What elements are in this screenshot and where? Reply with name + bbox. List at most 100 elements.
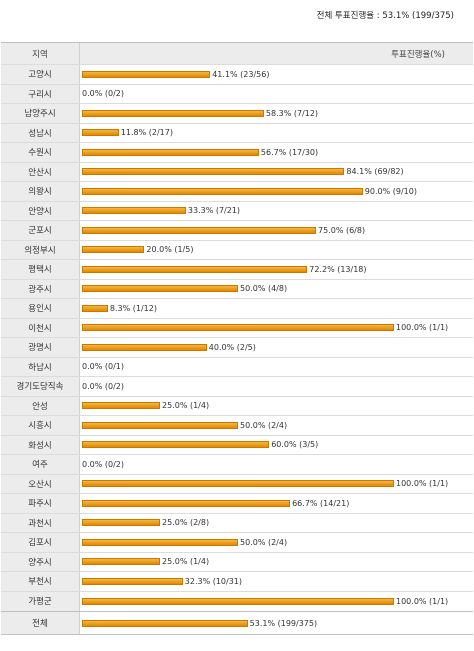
rate-bar (82, 246, 145, 254)
rate-cell: 58.3% (7/12) (80, 104, 473, 123)
rate-bar (82, 109, 264, 117)
table-row: 안산시 84.1% (69/82) (1, 162, 473, 182)
rate-cell: 100.0% (1/1) (80, 592, 473, 612)
region-name: 하남시 (1, 357, 80, 376)
table-row: 광주시 50.0% (4/8) (1, 279, 473, 299)
rate-cell: 0.0% (0/2) (80, 85, 473, 104)
rate-value: 72.2% (13/18) (309, 264, 367, 274)
table-row: 수원시 56.7% (17/30) (1, 143, 473, 163)
rate-bar (82, 597, 394, 605)
region-name: 용인시 (1, 299, 80, 318)
region-name: 성남시 (1, 123, 80, 142)
table-row: 의왕시 90.0% (9/10) (1, 182, 473, 202)
rate-value: 33.3% (7/21) (187, 206, 241, 216)
overall-progress-summary: 전체 투표진행율 : 53.1% (199/375) (316, 11, 454, 21)
rate-cell: 25.0% (2/8) (80, 514, 473, 533)
total-value: 53.1% (199/375) (249, 618, 318, 628)
rate-bar (82, 70, 211, 78)
rate-value: 0.0% (0/2) (82, 459, 124, 469)
rate-bar (82, 168, 345, 176)
table-row: 부천시 32.3% (10/31) (1, 572, 473, 592)
rate-value: 25.0% (1/4) (162, 401, 210, 411)
header-rate: 투표진행율(%) (80, 43, 473, 64)
table-header: 지역 투표진행율(%) (1, 43, 473, 65)
rate-value: 32.3% (10/31) (184, 576, 243, 586)
rate-value: 50.0% (2/4) (240, 537, 288, 547)
rate-value: 11.8% (2/17) (120, 128, 173, 138)
header-region: 지역 (1, 43, 80, 64)
region-name: 구리시 (1, 84, 80, 103)
rate-bar (82, 207, 186, 215)
rate-bar (82, 402, 160, 410)
table-row: 하남시 0.0% (0/1) (1, 357, 473, 377)
region-name: 김포시 (1, 533, 80, 552)
rate-cell: 11.8% (2/17) (80, 124, 473, 143)
rate-bar (82, 226, 316, 234)
table-body: 고양시 41.1% (23/56) 구리시 0.0% (0/2) 남양주시 58.3% (… (1, 65, 473, 611)
table-row: 군포시 75.0% (6/8) (1, 221, 473, 241)
table-row: 이천시 100.0% (1/1) (1, 318, 473, 338)
table-row: 의정부시 20.0% (1/5) (1, 240, 473, 260)
table-row: 양주시 25.0% (1/4) (1, 552, 473, 572)
rate-value: 100.0% (1/1) (396, 323, 449, 333)
table-row: 오산시 100.0% (1/1) (1, 474, 473, 494)
region-name: 오산시 (1, 474, 80, 493)
rate-cell: 32.3% (10/31) (80, 572, 473, 591)
region-name: 남양주시 (1, 104, 80, 123)
region-name: 광명시 (1, 338, 80, 357)
rate-cell: 41.1% (23/56) (80, 65, 473, 84)
rate-value: 58.3% (7/12) (265, 108, 319, 118)
rate-cell: 8.3% (1/12) (80, 299, 473, 318)
table-row: 남양주시 58.3% (7/12) (1, 104, 473, 124)
rate-value: 75.0% (6/8) (318, 225, 366, 235)
region-name: 양주시 (1, 552, 80, 571)
rate-cell: 0.0% (0/1) (80, 358, 473, 377)
table-row: 여주 0.0% (0/2) (1, 455, 473, 475)
rate-value: 0.0% (0/2) (82, 381, 124, 391)
region-name: 시흥시 (1, 416, 80, 435)
rate-value: 100.0% (1/1) (396, 479, 449, 489)
total-bar-cell: 53.1% (199/375) (80, 612, 473, 634)
table-row: 경기도당직속 0.0% (0/2) (1, 377, 473, 397)
rate-bar (82, 499, 291, 507)
total-row: 전체 53.1% (199/375) (1, 611, 473, 634)
table-row: 평택시 72.2% (13/18) (1, 260, 473, 280)
table-row: 파주시 66.7% (14/21) (1, 494, 473, 514)
rate-cell: 56.7% (17/30) (80, 143, 473, 162)
total-region: 전체 (1, 612, 80, 634)
rate-cell: 72.2% (13/18) (80, 260, 473, 279)
rate-cell: 100.0% (1/1) (80, 475, 473, 494)
rate-bar (82, 343, 207, 351)
table-row: 구리시 0.0% (0/2) (1, 84, 473, 104)
rate-value: 50.0% (4/8) (240, 284, 288, 294)
rate-cell: 20.0% (1/5) (80, 241, 473, 260)
region-name: 평택시 (1, 260, 80, 279)
table-row: 용인시 8.3% (1/12) (1, 299, 473, 319)
table-row: 고양시 41.1% (23/56) (1, 65, 473, 85)
rate-cell: 25.0% (1/4) (80, 397, 473, 416)
rate-cell: 25.0% (1/4) (80, 553, 473, 572)
rate-bar (82, 480, 394, 488)
rate-value: 60.0% (3/5) (271, 440, 319, 450)
rate-value: 25.0% (1/4) (162, 557, 210, 567)
rate-cell: 50.0% (2/4) (80, 416, 473, 435)
region-name: 과천시 (1, 513, 80, 532)
table-row: 과천시 25.0% (2/8) (1, 513, 473, 533)
table-row: 성남시 11.8% (2/17) (1, 123, 473, 143)
rate-value: 84.1% (69/82) (346, 167, 404, 177)
rate-cell: 90.0% (9/10) (80, 182, 473, 201)
rate-bar (82, 265, 308, 273)
rate-cell: 84.1% (69/82) (80, 163, 473, 182)
rate-value: 0.0% (0/2) (82, 89, 124, 99)
rate-cell: 50.0% (4/8) (80, 280, 473, 299)
region-name: 이천시 (1, 318, 80, 337)
turnout-table: 지역 투표진행율(%) 고양시 41.1% (23/56) 구리시 0.0% (0/2… (1, 42, 473, 635)
region-name: 화성시 (1, 435, 80, 454)
rate-value: 8.3% (1/12) (109, 303, 157, 313)
rate-bar (82, 441, 270, 449)
table-row: 시흥시 50.0% (2/4) (1, 416, 473, 436)
rate-value: 20.0% (1/5) (146, 245, 194, 255)
rate-value: 40.0% (2/5) (208, 342, 256, 352)
rate-cell: 0.0% (0/2) (80, 377, 473, 396)
region-name: 안성 (1, 396, 80, 415)
